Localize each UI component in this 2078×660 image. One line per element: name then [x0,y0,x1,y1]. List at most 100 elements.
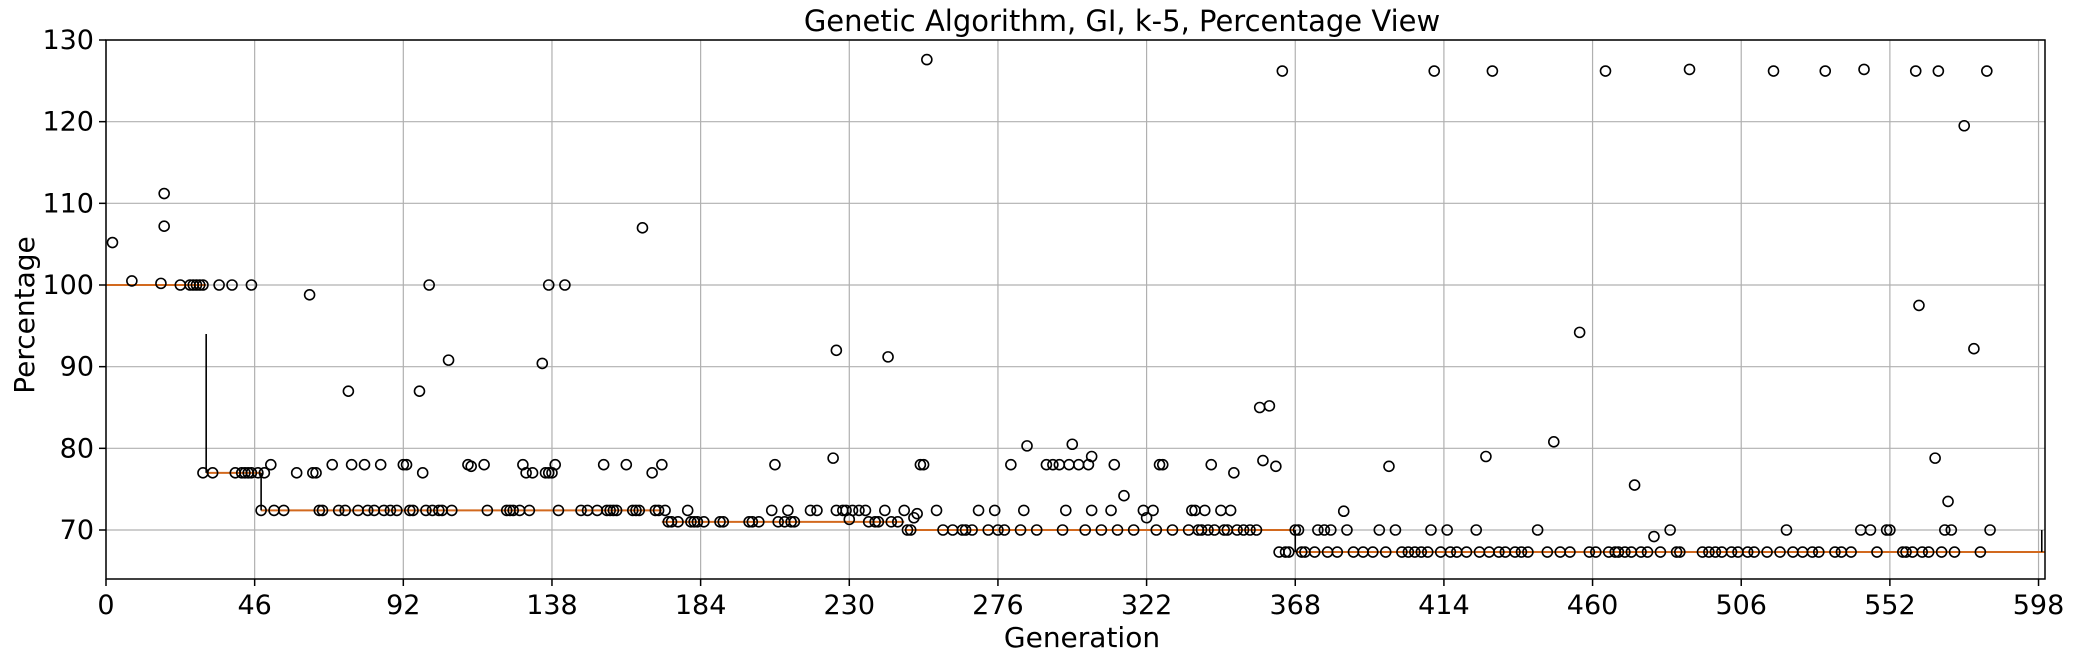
outlier-point [1282,546,1295,558]
outlier-point [1674,546,1686,558]
outlier-point [307,467,319,479]
outlier-point [1257,454,1269,467]
outlier-point [290,467,303,479]
outlier-point [1198,504,1211,517]
outlier-point [1480,450,1492,463]
outlier-point [1635,546,1647,558]
outlier-point [1648,530,1660,543]
outlier-point [407,504,419,517]
outlier-point [1063,458,1075,471]
outlier-point [998,524,1011,536]
x-tick-label: 322 [1121,590,1173,621]
outlier-point [1389,524,1402,536]
outlier-point [310,467,322,479]
outlier-point [610,504,623,517]
outlier-point [1318,524,1331,536]
outlier-point [542,467,555,479]
y-tick-label: 70 [60,515,94,546]
outlier-point [746,516,759,528]
outlier-point [1806,546,1819,558]
outlier-point [416,467,429,479]
outlier-point [245,467,258,479]
outlier-point [1325,524,1337,536]
outlier-point [1056,524,1069,536]
x-tick-label: 460 [1567,590,1619,621]
outlier-point [620,458,633,471]
outlier-point [1981,65,1993,77]
x-tick-label: 368 [1269,590,1321,621]
outlier-point [1147,504,1159,517]
outlier-point [714,516,726,528]
outlier-point [853,504,865,517]
outlier-point [1599,65,1612,77]
outlier-point [891,516,904,528]
outlier-point [1958,119,1971,132]
outlier-point [245,279,258,291]
outlier-point [1379,546,1392,558]
outlier-point [552,504,565,517]
outlier-point [1085,450,1098,463]
outlier-point [1703,546,1715,558]
outlier-point [782,504,794,517]
outlier-point [523,504,536,517]
outlier-point [1945,524,1958,536]
outlier-point [1541,546,1554,558]
outlier-point [685,516,697,528]
outlier-point [972,504,985,517]
y-tick-label: 90 [60,352,94,383]
outlier-point [326,458,339,471]
outlier-point [197,279,209,291]
outlier-point [681,504,694,517]
outlier-point [1195,524,1208,536]
outlier-point [1664,524,1676,536]
outlier-point [1295,546,1308,558]
outlier-point [1396,546,1408,558]
outlier-point [1095,524,1108,536]
x-tick-label: 138 [526,590,578,621]
outlier-point [1279,546,1292,558]
outlier-point [1186,504,1198,517]
outlier-point [1486,65,1499,77]
outlier-point [1289,524,1302,536]
outlier-point [1984,524,1996,536]
x-tick-label: 598 [2013,590,2065,621]
outlier-point [966,524,978,536]
outlier-point [423,279,435,291]
outlier-point [1683,63,1696,76]
outlier-point [1922,546,1935,558]
x-tick-label: 552 [1864,590,1916,621]
chart-title: Genetic Algorithm, GI, k-5, Percentage V… [804,4,1440,38]
outlier-point [869,516,881,528]
outlier-point [1331,546,1344,558]
outlier-point [597,458,610,471]
outlier-point [717,516,730,528]
outlier-point [1654,546,1667,558]
outlier-point [992,524,1004,536]
outlier-point [403,504,416,517]
x-tick-label: 184 [675,590,727,621]
outlier-point [1005,458,1017,471]
outlier-point [332,504,345,517]
outlier-point [765,504,778,517]
outlier-point [1929,452,1941,464]
outlier-point [1932,65,1945,77]
y-tick-label: 80 [60,433,94,464]
outlier-point [1367,546,1379,558]
outlier-point [1312,524,1324,536]
outlier-point [378,504,390,517]
outlier-point [804,504,817,517]
outlier-point [904,524,917,536]
outlier-point [914,458,927,471]
outlier-point [226,279,238,291]
outlier-point [1819,65,1832,77]
outlier-point [1409,546,1421,558]
outlier-point [507,504,519,517]
outlier-point [1383,460,1395,473]
outlier-point [1444,546,1457,558]
outlier-point [1845,546,1857,558]
outlier-point [1021,440,1033,452]
outlier-point [911,507,923,520]
outlier-point [633,504,646,517]
outlier-point [265,458,277,471]
outlier-point [1072,458,1085,471]
